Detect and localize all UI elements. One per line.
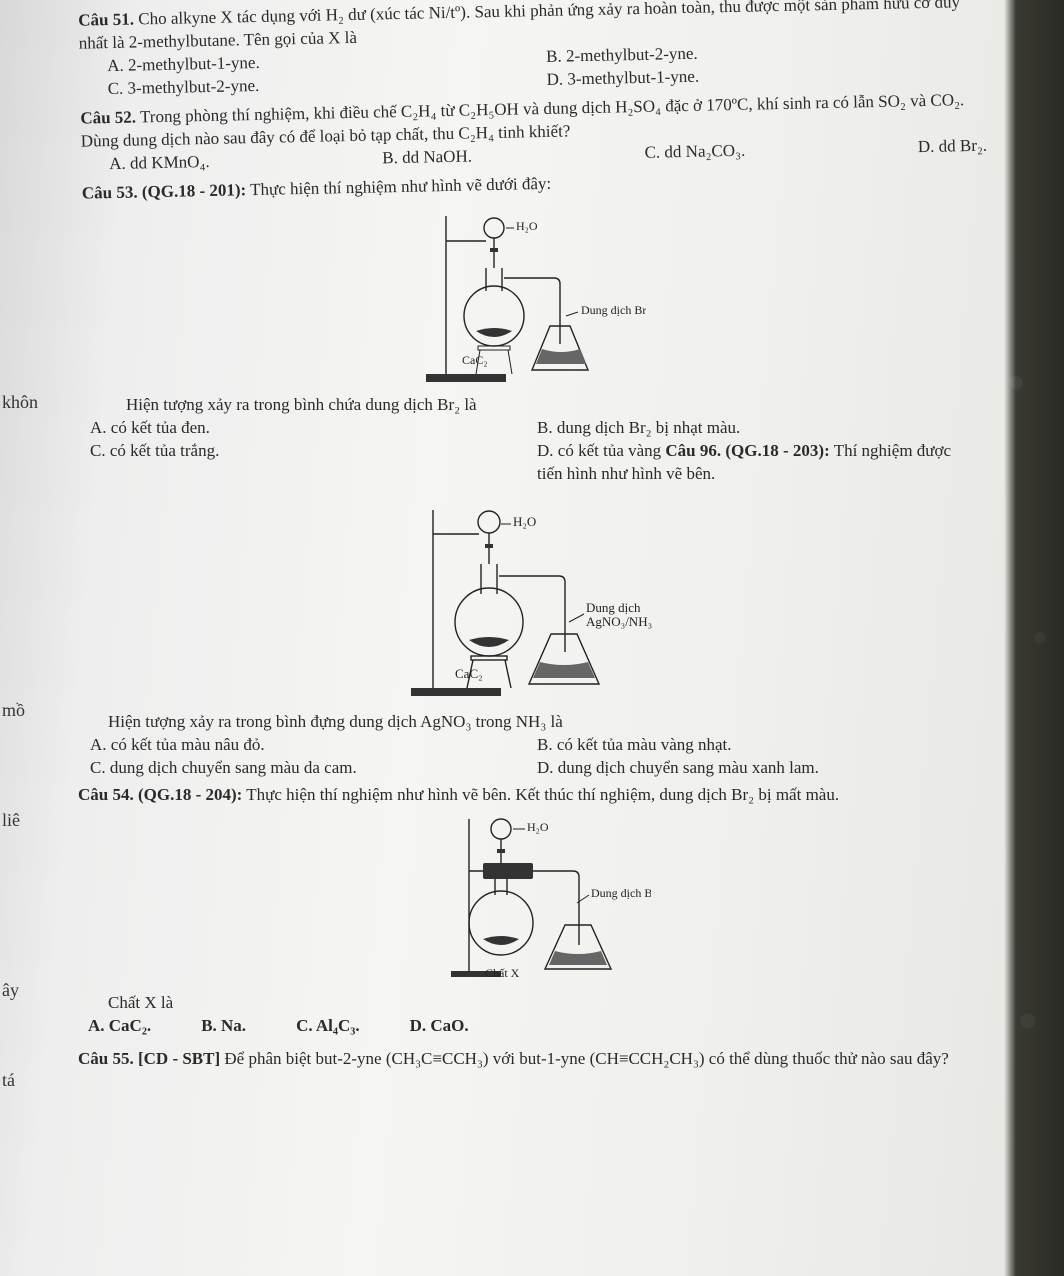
q55-body: Để phân biệt but-2-yne (CH₃C≡CCH₃) với b… [224,1049,948,1068]
q53-opt-b: B. dung dịch Br₂ bị nhạt màu. [537,417,984,440]
q96-opt-a: A. có kết tủa màu nâu đỏ. [90,734,537,757]
fig1-dd-label: Dung dịch Br₂ [581,303,646,317]
fig2-h2o-label: H₂O [513,514,536,529]
document-body: Câu 51. Cho alkyne X tác dụng với H₂ dư … [0,0,1064,1071]
q52-opt-c: C. dd Na₂CO₃. [644,139,745,164]
q54-head: Câu 54. (QG.18 - 204): [78,785,242,804]
q54-figure: H₂O Dung dịch Br₂ Chất X [78,813,984,990]
q53-options: A. có kết tủa đen. B. dung dịch Br₂ bị n… [90,417,984,486]
q96-opt-c: C. dung dịch chuyển sang màu da cam. [90,757,537,780]
q53-opt-d: D. có kết tủa vàng [537,441,665,460]
question-54: Câu 54. (QG.18 - 204): Thực hiện thí ngh… [78,784,984,807]
q52-opt-a: A. dd KMnO₄. [109,151,210,176]
q96-options: A. có kết tủa màu nâu đỏ. B. có kết tủa … [90,734,984,780]
page: khôn mồ liê ây tá Câu 51. Cho alkyne X t… [0,0,1064,1276]
q54-opt-c: C. Al₄C₃. [296,1015,360,1038]
q54-opt-a: A. CaC₂. [88,1015,151,1038]
q54-xis: Chất X là [108,992,984,1015]
q96-observation: Hiện tượng xảy ra trong bình đựng dung d… [108,711,984,734]
q96-opt-d: D. dung dịch chuyển sang màu xanh lam. [537,757,984,780]
q54-opt-d: D. CaO. [410,1015,469,1038]
q53-opt-a: A. có kết tủa đen. [90,417,537,440]
margin-text: liê [2,810,20,831]
fig2-cac2-label: CaC₂ [455,666,483,681]
q53-opt-d-and-q96: D. có kết tủa vàng Câu 96. (QG.18 - 203)… [537,440,984,486]
q53-opt-c: C. có kết tủa trắng. [90,440,537,486]
question-51: Câu 51. Cho alkyne X tác dụng với H₂ dư … [78,0,986,101]
q96-head: Câu 96. (QG.18 - 203): [665,441,829,460]
fig3-h2o-label: H₂O [527,820,549,834]
q96-opt-b: B. có kết tủa màu vàng nhạt. [537,734,984,757]
fig1-h2o-label: H₂O [516,219,538,233]
margin-text: mồ [2,700,25,721]
q53-observation: Hiện tượng xảy ra trong bình chứa dung d… [108,394,984,417]
q54-body: Thực hiện thí nghiệm như hình vẽ bên. Kế… [246,785,839,804]
margin-text: khôn [2,392,38,413]
q54-opt-b: B. Na. [201,1015,246,1038]
q53-head: Câu 53. (QG.18 - 201): [82,180,247,202]
margin-text: ây [2,980,19,1001]
q53-figure: H₂O Dung dịch Br₂ CaC₂ [78,206,984,393]
question-55: Câu 55. [CD - SBT] Để phân biệt but-2-yn… [78,1048,984,1071]
q54-text: Câu 54. (QG.18 - 204): Thực hiện thí ngh… [78,784,984,807]
fig3-dd-label: Dung dịch Br₂ [591,886,651,900]
q52-opt-b: B. dd NaOH. [382,145,472,170]
question-52: Câu 52. Trong phòng thí nghiệm, khi điều… [80,88,987,176]
fig1-cac2-label: CaC₂ [462,353,488,367]
margin-text: tá [2,1070,15,1091]
q52-head: Câu 52. [80,107,136,127]
fig3-x-label: Chất X [485,966,520,980]
q96-figure: H₂O Dung dịch AgNO₃/NH₃ CaC₂ [78,502,984,709]
q55-head: Câu 55. [CD - SBT] [78,1049,220,1068]
q54-options: A. CaC₂. B. Na. C. Al₄C₃. D. CaO. [78,1015,984,1038]
q53-body: Thực hiện thí nghiệm như hình vẽ dưới đâ… [250,173,551,198]
q52-opt-d: D. dd Br₂. [918,134,988,158]
q55-text: Câu 55. [CD - SBT] Để phân biệt but-2-yn… [78,1048,984,1071]
q51-head: Câu 51. [78,10,134,30]
fig2-dd-label: Dung dịch AgNO₃/NH₃ [586,600,652,629]
